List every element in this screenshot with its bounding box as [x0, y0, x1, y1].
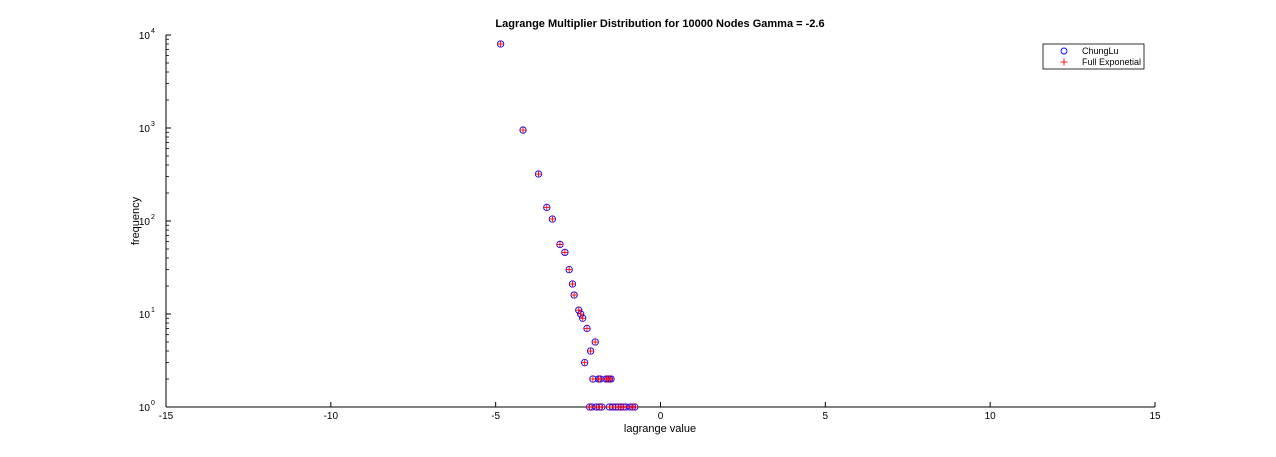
y-axis-label: frequency [130, 196, 142, 245]
full-exponential-point [581, 359, 589, 367]
data-points [496, 40, 639, 411]
full-exponential-point [587, 347, 595, 355]
full-exponential-point [591, 338, 599, 346]
y-tick-label: 10 [139, 124, 151, 135]
full-exponential-point [519, 126, 527, 134]
full-exponential-point [535, 170, 543, 178]
full-exponential-point [548, 215, 556, 223]
full-exponential-point [577, 310, 585, 318]
full-exponential-point [570, 291, 578, 299]
y-tick-label: 10 [139, 403, 151, 414]
plot-axes [165, 35, 1155, 408]
x-tick-label: -15 [159, 411, 174, 422]
full-exponential-point [596, 375, 604, 383]
y-tick-exponent: 3 [151, 121, 155, 128]
x-ticks: -15 -10 -5 0 5 10 15 [159, 402, 1161, 422]
full-exponential-point [565, 266, 573, 274]
full-exponential-point [598, 403, 606, 411]
full-exponential-point [579, 314, 587, 322]
full-exponential-point [568, 280, 576, 288]
x-axis-label: lagrange value [624, 423, 696, 435]
full-exponential-point [607, 375, 615, 383]
x-tick-label: 0 [658, 411, 664, 422]
y-tick-exponent: 1 [151, 307, 155, 314]
x-tick-label: 10 [985, 411, 997, 422]
full-exponential-point [583, 324, 591, 332]
x-tick-label: 5 [823, 411, 829, 422]
y-tick-label: 10 [139, 31, 151, 42]
legend-label: Full Exponetial [1082, 57, 1141, 67]
full-exponential-point [497, 40, 505, 48]
x-tick-label: -10 [324, 411, 339, 422]
y-tick-label: 10 [139, 310, 151, 321]
full-exponential-point [561, 248, 569, 256]
y-tick-label: 10 [139, 217, 151, 228]
full-exponential-point [543, 203, 551, 211]
legend-plus-marker [1060, 58, 1068, 66]
full-exponential-point [631, 403, 639, 411]
y-tick-exponent: 4 [151, 28, 155, 35]
x-tick-label: 15 [1149, 411, 1161, 422]
legend-circle-marker [1060, 47, 1068, 55]
full-exponential-point [556, 240, 564, 248]
x-tick-label: -5 [491, 411, 500, 422]
chart-title: Lagrange Multiplier Distribution for 100… [495, 18, 824, 30]
y-tick-exponent: 2 [151, 214, 155, 221]
legend-label: ChungLu [1082, 46, 1119, 56]
legend-box [1042, 43, 1145, 70]
full-exponential-point [575, 306, 583, 314]
y-tick-exponent: 0 [151, 400, 155, 407]
